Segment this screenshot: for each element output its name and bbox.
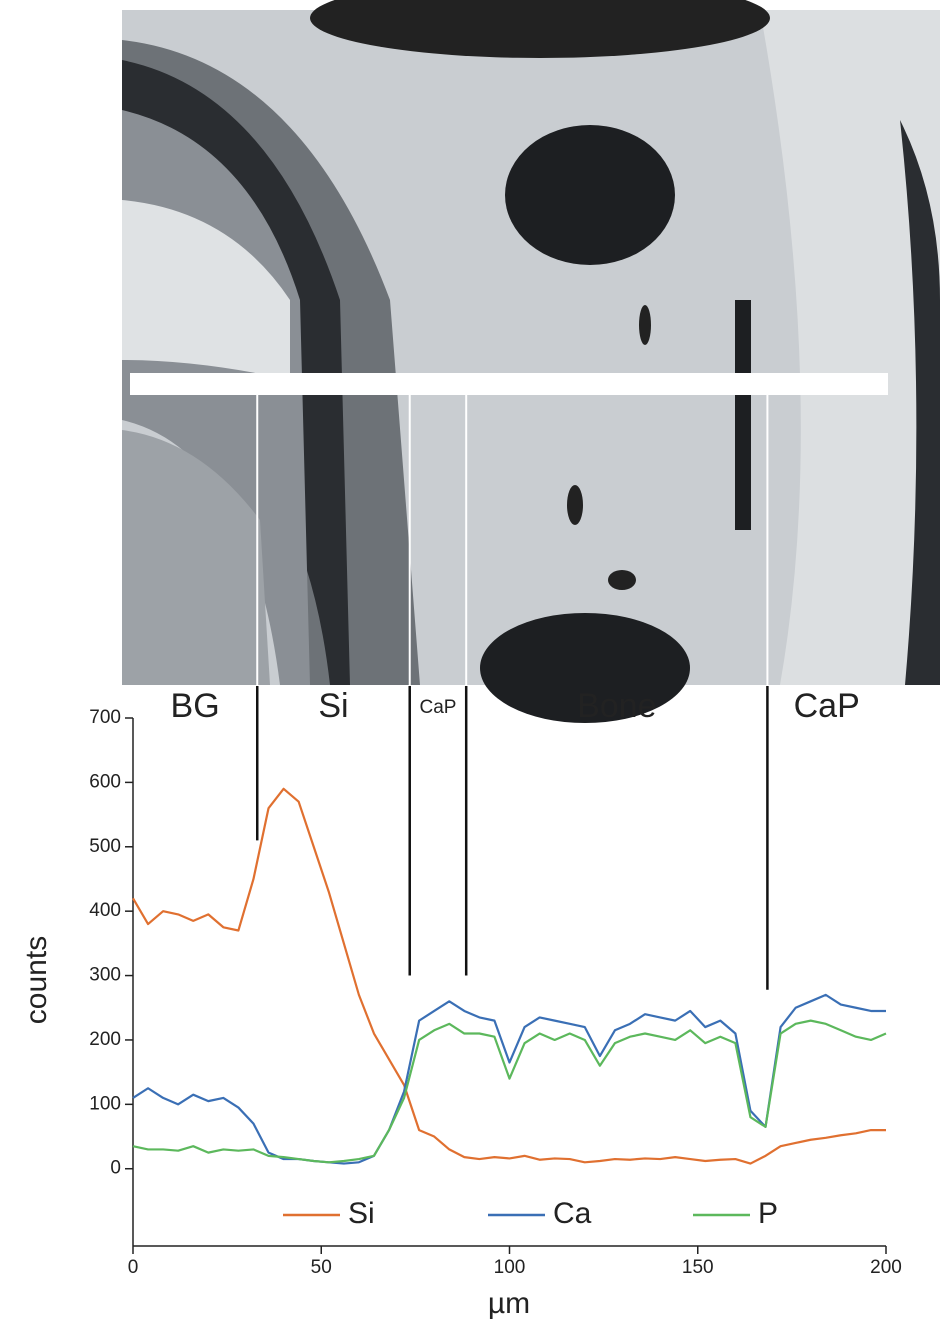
y-tick-label: 200 xyxy=(89,1029,121,1050)
x-tick-label: 0 xyxy=(128,1257,139,1278)
zone-label: BG xyxy=(171,687,220,725)
zone-label: Bone xyxy=(577,687,656,725)
micrograph xyxy=(122,0,940,723)
y-tick-label: 600 xyxy=(89,771,121,792)
y-tick-label: 700 xyxy=(89,707,121,728)
legend-label: P xyxy=(758,1197,778,1230)
x-tick-label: 200 xyxy=(870,1257,902,1278)
y-tick-label: 400 xyxy=(89,900,121,921)
series-line xyxy=(133,1021,886,1163)
y-tick-label: 500 xyxy=(89,836,121,857)
y-axis-label: counts xyxy=(20,936,53,1024)
y-tick-label: 300 xyxy=(89,965,121,986)
zone-label: CaP xyxy=(419,697,456,718)
page: counts µm 0 100 200 300 400 500 600 700 0 50 100 15… xyxy=(0,0,940,1324)
y-tick-label: 100 xyxy=(89,1093,121,1114)
series-line xyxy=(133,789,886,1164)
x-tick-label: 50 xyxy=(311,1257,332,1278)
legend-label: Ca xyxy=(553,1197,592,1230)
zone-label: Si xyxy=(318,687,348,725)
x-tick-label: 100 xyxy=(494,1257,526,1278)
x-axis-label: µm xyxy=(488,1287,530,1320)
y-tick-label: 0 xyxy=(110,1158,121,1179)
chart: counts µm 0 100 200 300 400 500 600 700 0 50 100 15… xyxy=(0,0,940,1324)
zone-label: CaP xyxy=(794,687,860,725)
legend-label: Si xyxy=(348,1197,375,1230)
x-tick-label: 150 xyxy=(682,1257,714,1278)
